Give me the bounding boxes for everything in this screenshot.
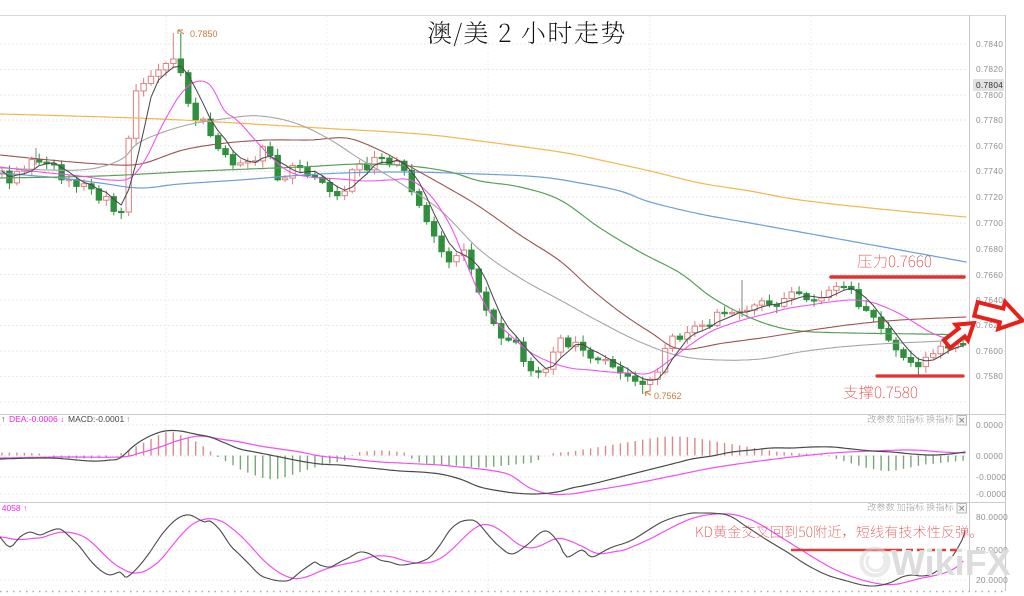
svg-text:-0.0000: -0.0000 [976,489,1006,499]
svg-text:0.7740: 0.7740 [976,166,1003,176]
svg-text:0.7820: 0.7820 [976,64,1003,74]
svg-text:0.7660: 0.7660 [976,270,1003,280]
svg-text:0.7720: 0.7720 [976,192,1003,202]
svg-text:DEA:-0.0006 ↓: DEA:-0.0006 ↓ [9,414,64,424]
svg-text:0.7600: 0.7600 [976,346,1003,356]
svg-text:80.0000: 80.0000 [976,512,1008,522]
svg-text:0.7640: 0.7640 [976,295,1003,305]
svg-text:0.7850: 0.7850 [190,29,218,39]
svg-text:0.0000: 0.0000 [976,420,1003,430]
svg-text:0.7840: 0.7840 [976,39,1003,49]
svg-text:. 4058 ↑: . 4058 ↑ [0,503,27,513]
svg-text:0.7580: 0.7580 [976,371,1003,381]
svg-text:0.7620: 0.7620 [976,320,1003,330]
svg-text:MACD:-0.0001: MACD:-0.0001 [68,414,124,424]
svg-text:↑: ↑ [126,414,130,424]
svg-text:0.7700: 0.7700 [976,218,1003,228]
svg-text:50.0000: 50.0000 [976,545,1008,555]
svg-text:0.7780: 0.7780 [976,115,1003,125]
svg-text:0.0000: 0.0000 [976,451,1003,461]
svg-text:WikiFX: WikiFX [891,542,1011,583]
svg-text:0.7800: 0.7800 [976,90,1003,100]
svg-text:0.7562: 0.7562 [654,391,682,401]
svg-text:0.7804: 0.7804 [976,80,1003,90]
svg-text:↑: ↑ [1,414,5,424]
svg-text:20.0000: 20.0000 [976,575,1008,585]
svg-text:0.7680: 0.7680 [976,244,1003,254]
svg-text:0.7760: 0.7760 [976,141,1003,151]
svg-text:-0.0000: -0.0000 [976,472,1006,482]
